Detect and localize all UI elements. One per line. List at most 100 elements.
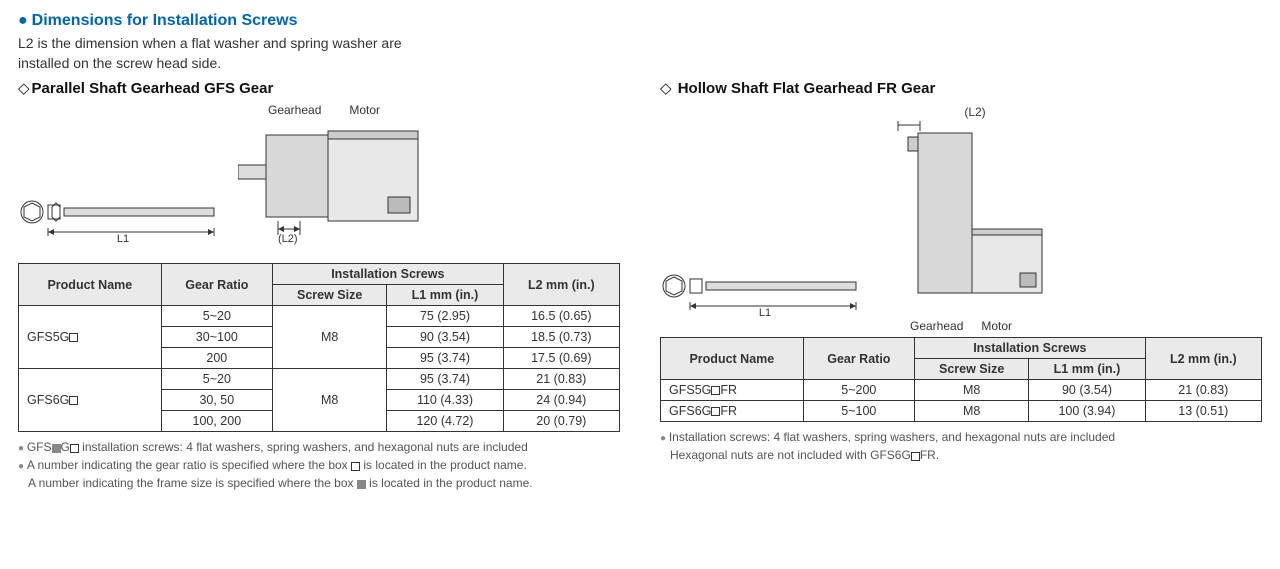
intro-line2: installed on the screw head side. — [18, 55, 221, 71]
th-l1: L1 mm (in.) — [387, 285, 503, 306]
placeholder-box-icon — [69, 333, 78, 342]
cell: 20 (0.79) — [503, 411, 619, 432]
foot-text: A number indicating the gear ratio is sp… — [27, 458, 351, 472]
cell: 24 (0.94) — [503, 390, 619, 411]
cell-product: GFS6G FR — [661, 401, 804, 422]
product-text: GFS5G — [27, 330, 69, 344]
cell: 200 — [161, 348, 272, 369]
foot-text: Hexagonal nuts are not included with GFS… — [670, 448, 911, 462]
gearhead-label: Gearhead — [910, 319, 963, 333]
product-text: GFS6G — [669, 404, 711, 418]
cell: 95 (3.74) — [387, 369, 503, 390]
footnote: GFS G installation screws: 4 flat washers… — [18, 438, 620, 456]
th-product: Product Name — [661, 338, 804, 380]
cell: 17.5 (0.69) — [503, 348, 619, 369]
cell: 100 (3.94) — [1029, 401, 1145, 422]
cell: M8 — [272, 306, 386, 369]
th-l2: L2 mm (in.) — [503, 264, 619, 306]
l2-label: (L2) — [278, 233, 438, 245]
right-subtitle: Hollow Shaft Flat Gearhead FR Gear — [660, 79, 1262, 97]
gearhead-label: Gearhead — [268, 103, 321, 117]
subtitle-fr: FR — [877, 80, 897, 97]
subtitle-text: Gear — [897, 80, 935, 97]
gearhead-motor-diagram — [238, 117, 438, 247]
left-table: Product Name Gear Ratio Installation Scr… — [18, 263, 620, 432]
product-suffix: FR — [720, 383, 737, 397]
cell: 90 (3.54) — [387, 327, 503, 348]
th-screwsize: Screw Size — [914, 359, 1028, 380]
right-footnotes: Installation screws: 4 flat washers, spr… — [660, 428, 1262, 464]
foot-text: installation screws: 4 flat washers, spr… — [79, 440, 528, 454]
l1-label: L1 — [660, 307, 870, 319]
filled-box-icon — [357, 480, 366, 489]
th-install: Installation Screws — [914, 338, 1145, 359]
foot-text: A number indicating the frame size is sp… — [28, 476, 357, 490]
right-column: Hollow Shaft Flat Gearhead FR Gear L1 — [660, 79, 1262, 492]
th-product: Product Name — [19, 264, 162, 306]
left-column: Parallel Shaft Gearhead GFS Gear — [18, 79, 620, 492]
cell: 90 (3.54) — [1029, 380, 1145, 401]
right-table: Product Name Gear Ratio Installation Scr… — [660, 337, 1262, 422]
left-diagram: L1 Gearhead Motor — [18, 103, 620, 259]
footnote: A number indicating the gear ratio is sp… — [18, 456, 620, 492]
foot-text: is located in the product name. — [360, 458, 527, 472]
placeholder-box-icon — [69, 396, 78, 405]
cell: 21 (0.83) — [1145, 380, 1261, 401]
intro-line1: L2 is the dimension when a flat washer a… — [18, 35, 402, 51]
cell: 30, 50 — [161, 390, 272, 411]
th-l2: L2 mm (in.) — [1145, 338, 1261, 380]
cell: M8 — [272, 369, 386, 432]
subtitle-text: Hollow Shaft Flat Gearhead — [678, 80, 877, 97]
cell: 5~20 — [161, 306, 272, 327]
th-screwsize: Screw Size — [272, 285, 386, 306]
table-row: GFS5G 5~20 M8 75 (2.95) 16.5 (0.65) — [19, 306, 620, 327]
th-install: Installation Screws — [272, 264, 503, 285]
hollow-gearhead-diagram — [880, 119, 1060, 319]
cell: 110 (4.33) — [387, 390, 503, 411]
outline-box-icon — [911, 452, 920, 461]
table-row: GFS5G FR 5~200 M8 90 (3.54) 21 (0.83) — [661, 380, 1262, 401]
motor-label: Motor — [981, 319, 1012, 333]
th-l1: L1 mm (in.) — [1029, 359, 1145, 380]
cell: 18.5 (0.73) — [503, 327, 619, 348]
cell-product: GFS5G FR — [661, 380, 804, 401]
cell: M8 — [914, 380, 1028, 401]
cell: 5~200 — [803, 380, 914, 401]
l2-label: (L2) — [890, 105, 1060, 119]
th-ratio: Gear Ratio — [161, 264, 272, 306]
l1-label: L1 — [18, 233, 228, 245]
cell: 95 (3.74) — [387, 348, 503, 369]
cell: 16.5 (0.65) — [503, 306, 619, 327]
product-text: GFS5G — [669, 383, 711, 397]
foot-text: G — [61, 440, 70, 454]
th-ratio: Gear Ratio — [803, 338, 914, 380]
foot-text: GFS — [27, 440, 52, 454]
main-title: Dimensions for Installation Screws — [18, 12, 1262, 30]
cell: 5~100 — [803, 401, 914, 422]
cell-product: GFS6G — [19, 369, 162, 432]
cell: 100, 200 — [161, 411, 272, 432]
foot-text: Installation screws: 4 flat washers, spr… — [669, 430, 1115, 444]
intro-text: L2 is the dimension when a flat washer a… — [18, 34, 1262, 73]
foot-text: FR. — [920, 448, 939, 462]
footnote: Installation screws: 4 flat washers, spr… — [660, 428, 1262, 464]
left-footnotes: GFS G installation screws: 4 flat washers… — [18, 438, 620, 492]
cell: 75 (2.95) — [387, 306, 503, 327]
foot-text: is located in the product name. — [366, 476, 533, 490]
motor-label: Motor — [349, 103, 380, 117]
cell-product: GFS5G — [19, 306, 162, 369]
table-row: GFS6G FR 5~100 M8 100 (3.94) 13 (0.51) — [661, 401, 1262, 422]
cell: M8 — [914, 401, 1028, 422]
product-text: GFS6G — [27, 393, 69, 407]
cell: 21 (0.83) — [503, 369, 619, 390]
table-row: GFS6G 5~20 M8 95 (3.74) 21 (0.83) — [19, 369, 620, 390]
product-suffix: FR — [720, 404, 737, 418]
outline-box-icon — [70, 444, 79, 453]
outline-box-icon — [351, 462, 360, 471]
cell: 120 (4.72) — [387, 411, 503, 432]
cell: 13 (0.51) — [1145, 401, 1261, 422]
left-subtitle: Parallel Shaft Gearhead GFS Gear — [18, 79, 620, 97]
filled-box-icon — [52, 444, 61, 453]
cell: 30~100 — [161, 327, 272, 348]
cell: 5~20 — [161, 369, 272, 390]
